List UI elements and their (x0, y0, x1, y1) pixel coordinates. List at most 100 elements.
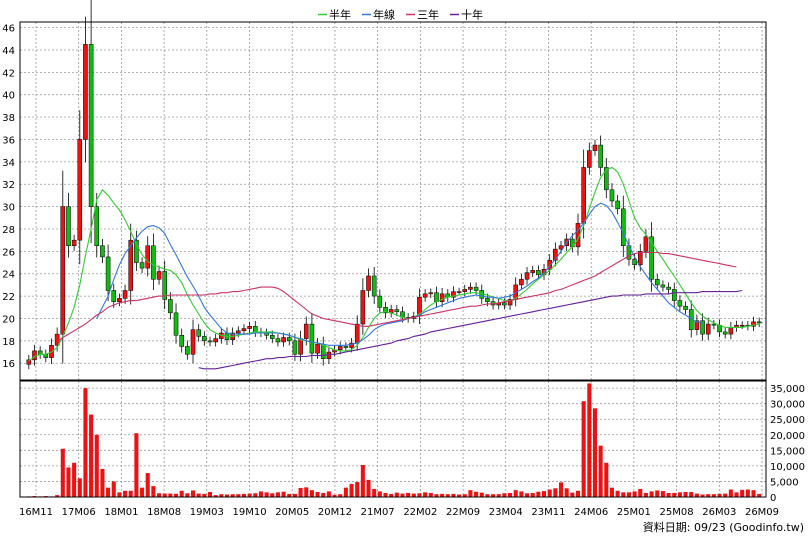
candle-body (507, 299, 513, 306)
volume-bar (360, 464, 365, 497)
candle-body (553, 248, 558, 261)
candle-body (275, 338, 281, 343)
volume-bar (134, 433, 139, 497)
volume-bar (717, 493, 722, 497)
volume-bar (457, 494, 462, 497)
volume-panel-frame (19, 380, 767, 498)
volume-bar (666, 492, 671, 497)
candle-body (66, 206, 71, 246)
volume-bar (728, 489, 733, 497)
volume-bar (179, 490, 184, 497)
price-tick-label: 22 (2, 292, 15, 303)
volume-bar (541, 491, 547, 497)
volume-bar (162, 493, 167, 497)
candle-body (168, 299, 173, 314)
candle-body (637, 251, 643, 266)
volume-bar (694, 493, 699, 497)
volume-bar (757, 493, 762, 497)
volume-bar (564, 488, 569, 497)
candle-body (383, 307, 388, 314)
volume-bar (185, 493, 190, 497)
candle-body (649, 236, 654, 280)
candle-body (473, 286, 479, 291)
volume-bar (519, 491, 524, 497)
price-tick-label: 36 (2, 135, 15, 146)
ma-line-1 (28, 166, 760, 362)
candle-body (77, 139, 83, 241)
volume-bar (202, 493, 207, 497)
price-tick-label: 44 (2, 46, 15, 57)
volume-tick-label: 15,000 (770, 446, 805, 457)
volume-bar (383, 492, 388, 497)
volume-bar (598, 445, 603, 497)
candle-body (604, 167, 609, 191)
volume-tick-label: 0 (770, 493, 776, 504)
candle-body (428, 292, 434, 295)
volume-bar (343, 487, 348, 497)
volume-bar (190, 490, 196, 497)
candle-body (139, 262, 145, 269)
candle-body (241, 328, 247, 332)
price-tick-label: 24 (2, 270, 15, 281)
candle-body (286, 337, 292, 342)
candle-body (547, 260, 552, 270)
x-tick-label: 25M08 (660, 507, 694, 518)
candle-body (502, 302, 507, 306)
volume-bar (621, 492, 626, 497)
volume-bar (287, 493, 292, 497)
volume-bar (332, 494, 337, 497)
candle-body (456, 291, 462, 293)
volume-bar (213, 495, 218, 497)
candle-body (530, 270, 535, 273)
candle-body (343, 346, 349, 348)
ma-line-3 (56, 251, 737, 343)
candle-body (94, 206, 100, 246)
volume-bar (72, 462, 77, 497)
price-tick-label: 38 (2, 113, 15, 124)
candle-body (654, 279, 660, 286)
candle-body (134, 239, 139, 263)
volume-bar (751, 490, 756, 497)
candle-body (366, 275, 371, 291)
candle-body (371, 275, 377, 297)
candle-body (111, 290, 117, 302)
candle-body (519, 279, 524, 286)
candle-body (100, 245, 105, 258)
volume-bars (26, 383, 762, 497)
candle-body (337, 346, 343, 351)
volume-bar (604, 462, 609, 497)
volume-bar (140, 487, 145, 497)
x-tick-label: 26M09 (745, 507, 779, 518)
volume-bar (247, 493, 252, 497)
price-tick-label: 34 (2, 158, 15, 169)
volume-bar (230, 494, 235, 497)
volume-bar (609, 487, 615, 497)
x-tick-label: 16M11 (19, 507, 53, 518)
volume-bar (740, 489, 745, 497)
volume-bar (411, 493, 416, 497)
volume-bar (281, 491, 286, 497)
volume-bar (558, 482, 564, 497)
candle-body (88, 44, 94, 207)
volume-bar (615, 490, 620, 497)
panel-frames (19, 21, 767, 498)
candle-body (722, 331, 728, 335)
volume-bar (547, 489, 552, 497)
candle-body (609, 189, 615, 202)
price-tick-label: 42 (2, 68, 15, 79)
volume-bar (241, 493, 247, 497)
candle-body (281, 337, 286, 343)
volume-bar (315, 492, 320, 497)
candle-body (422, 293, 428, 298)
candle-body (196, 329, 201, 337)
volume-bar (338, 494, 343, 497)
volume-bar (66, 467, 71, 497)
candle-body (145, 245, 151, 269)
volume-bar (677, 492, 682, 497)
volume-bar (434, 494, 439, 497)
volume-axis: 0 5,000 10,000 15,000 20,000 25,000 30,000 35,0… (770, 384, 805, 504)
volume-bar (326, 491, 331, 497)
candle-body (292, 340, 298, 355)
candle-body (213, 338, 218, 343)
volume-bar (632, 491, 637, 497)
